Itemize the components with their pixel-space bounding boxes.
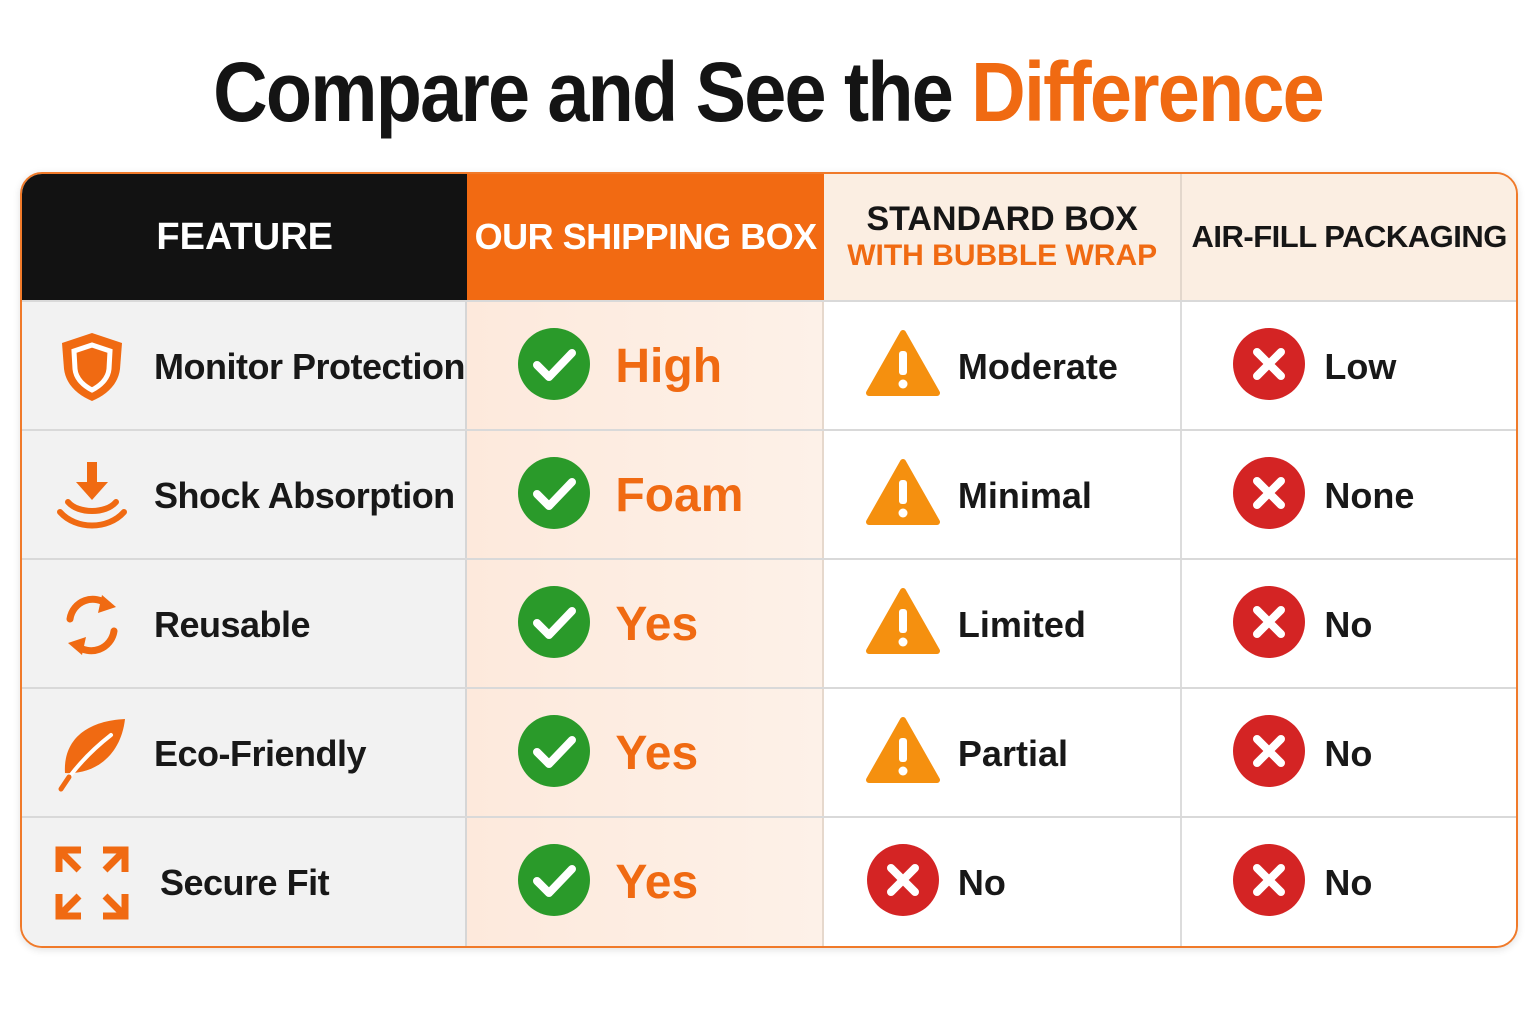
our-value: High <box>615 340 723 393</box>
cross-icon <box>866 843 940 922</box>
standard-value-cell: Moderate <box>823 302 1183 431</box>
title-main: Compare and See the <box>213 45 972 139</box>
recycle-icon <box>52 585 132 665</box>
our-value-cell: Yes <box>467 818 824 946</box>
standard-value: Moderate <box>957 345 1118 387</box>
table-row: Eco-Friendly Yes Partial No <box>22 687 1516 818</box>
standard-value-cell: Minimal <box>823 431 1183 560</box>
our-value: Yes <box>615 598 699 651</box>
standard-value-cell: Limited <box>823 560 1183 689</box>
table-row: Secure Fit Yes No No <box>22 816 1516 946</box>
airfill-value: No <box>1324 861 1373 903</box>
feature-cell: Monitor Protection <box>22 302 468 431</box>
cross-icon <box>1232 714 1306 793</box>
feature-label: Monitor Protection <box>154 345 465 387</box>
feature-label: Shock Absorption <box>154 474 455 516</box>
header-standard-box: STANDARD BOX WITH BUBBLE WRAP <box>823 174 1183 300</box>
check-icon <box>517 843 591 922</box>
feature-label: Eco-Friendly <box>154 732 367 774</box>
check-icon <box>517 585 591 664</box>
comparison-table: FEATURE OUR SHIPPING BOX STANDARD BOX WI… <box>20 172 1518 948</box>
warning-icon <box>865 714 940 793</box>
shock-absorption-icon <box>52 456 132 536</box>
header-air-fill: AIR-FILL PACKAGING <box>1182 174 1516 300</box>
check-icon <box>517 714 591 793</box>
header-our-shipping-box: OUR SHIPPING BOX <box>467 174 824 300</box>
standard-value: No <box>957 861 1006 903</box>
airfill-value: None <box>1324 474 1415 516</box>
table-row: Shock Absorption Foam Minimal None <box>22 429 1516 560</box>
our-value: Yes <box>615 727 699 780</box>
expand-arrows-icon <box>52 843 132 923</box>
standard-value-cell: No <box>823 818 1183 946</box>
shield-icon <box>52 327 132 407</box>
airfill-value: No <box>1324 603 1373 645</box>
our-value-cell: Foam <box>467 431 824 560</box>
airfill-value-cell: None <box>1182 431 1516 560</box>
feature-cell: Reusable <box>22 560 468 689</box>
standard-value-cell: Partial <box>823 689 1183 818</box>
our-value: Yes <box>615 856 699 909</box>
our-value-cell: Yes <box>467 689 824 818</box>
table-row: Reusable Yes Limited No <box>22 558 1516 689</box>
check-icon <box>517 327 591 406</box>
table-header: FEATURE OUR SHIPPING BOX STANDARD BOX WI… <box>22 174 1516 300</box>
standard-value: Partial <box>957 732 1068 774</box>
header-feature: FEATURE <box>22 174 468 300</box>
cross-icon <box>1232 327 1306 406</box>
warning-icon <box>865 456 940 535</box>
our-value-cell: Yes <box>467 560 824 689</box>
feature-cell: Shock Absorption <box>22 431 468 560</box>
warning-icon <box>865 327 940 406</box>
warning-icon <box>865 585 940 664</box>
airfill-value-cell: Low <box>1182 302 1516 431</box>
airfill-value: Low <box>1324 345 1397 387</box>
our-value-cell: High <box>467 302 824 431</box>
header-standard-line1: STANDARD BOX <box>866 200 1138 238</box>
cross-icon <box>1232 843 1306 922</box>
feature-cell: Eco-Friendly <box>22 689 468 818</box>
check-icon <box>517 456 591 535</box>
leaf-icon <box>52 714 132 794</box>
our-value: Foam <box>615 469 744 522</box>
title-accent: Difference <box>971 45 1325 139</box>
feature-label: Reusable <box>154 603 311 645</box>
cross-icon <box>1232 585 1306 664</box>
airfill-value: No <box>1324 732 1373 774</box>
feature-label: Secure Fit <box>160 861 330 903</box>
table-row: Monitor Protection High Moderate Low <box>22 300 1516 431</box>
feature-cell: Secure Fit <box>22 818 468 946</box>
header-standard-line2: WITH BUBBLE WRAP <box>847 239 1158 272</box>
airfill-value-cell: No <box>1182 689 1516 818</box>
standard-value: Limited <box>957 603 1086 645</box>
airfill-value-cell: No <box>1182 818 1516 946</box>
standard-value: Minimal <box>957 474 1092 516</box>
airfill-value-cell: No <box>1182 560 1516 689</box>
cross-icon <box>1232 456 1306 535</box>
page-title: Compare and See the Difference <box>77 44 1459 141</box>
